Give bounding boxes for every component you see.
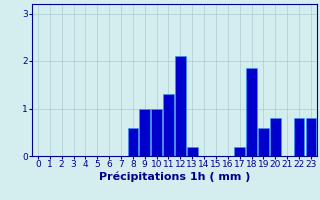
Bar: [294, 118, 304, 156]
Bar: [163, 94, 174, 156]
Bar: [258, 128, 269, 156]
Bar: [187, 146, 197, 156]
Bar: [306, 118, 316, 156]
Bar: [151, 108, 162, 156]
Bar: [234, 146, 245, 156]
Bar: [128, 128, 138, 156]
Bar: [175, 56, 186, 156]
Bar: [246, 68, 257, 156]
Bar: [270, 118, 281, 156]
X-axis label: Précipitations 1h ( mm ): Précipitations 1h ( mm ): [99, 172, 250, 182]
Bar: [140, 108, 150, 156]
